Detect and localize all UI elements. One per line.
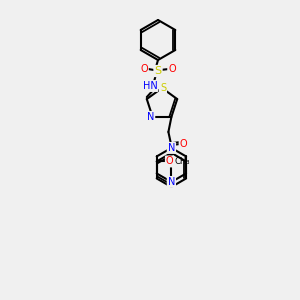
Text: S: S (160, 83, 166, 93)
Text: O: O (166, 156, 173, 167)
Text: O: O (180, 139, 187, 149)
Text: N: N (168, 143, 175, 153)
Text: N: N (147, 112, 154, 122)
Text: CH₃: CH₃ (175, 157, 190, 166)
Text: S: S (154, 66, 162, 76)
Text: O: O (168, 64, 176, 74)
Text: HN: HN (142, 81, 158, 91)
Text: N: N (168, 177, 175, 187)
Text: O: O (140, 64, 148, 74)
